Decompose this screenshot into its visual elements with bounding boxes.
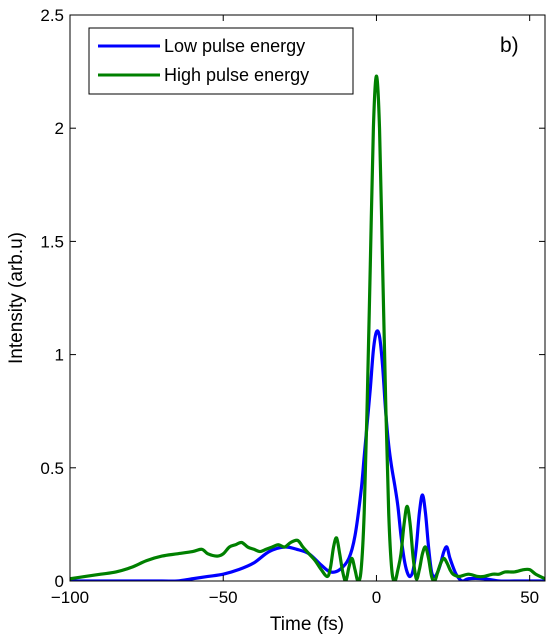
plot-lines [70, 74, 545, 581]
tick-labels: −100 −50 0 50 0 0.5 1 1.5 2 2.5 [40, 6, 539, 607]
axis-ticks [69, 14, 545, 582]
y-tick-label: 0 [55, 572, 64, 591]
y-tick-label: 2.5 [40, 6, 64, 25]
y-axis-label: Intensity (arb.u) [6, 232, 27, 364]
x-tick-label: −100 [51, 588, 89, 607]
legend-box [88, 27, 354, 95]
x-tick-label: 50 [520, 588, 539, 607]
y-tick-label: 1 [55, 346, 64, 365]
y-tick-label: 1.5 [40, 232, 64, 251]
y-tick-label: 2 [55, 119, 64, 138]
legend: Low pulse energy High pulse energy [88, 27, 354, 95]
panel-label: b) [500, 34, 519, 57]
x-tick-label: 0 [372, 588, 381, 607]
legend-label-low: Low pulse energy [164, 36, 305, 56]
y-tick-label: 0.5 [40, 459, 64, 478]
x-axis-label: Time (fs) [270, 614, 344, 635]
series-line-1 [70, 74, 545, 581]
axes-box [69, 14, 546, 582]
x-tick-label: −50 [209, 588, 238, 607]
series-line-0 [70, 329, 545, 581]
legend-label-high: High pulse energy [164, 65, 309, 85]
